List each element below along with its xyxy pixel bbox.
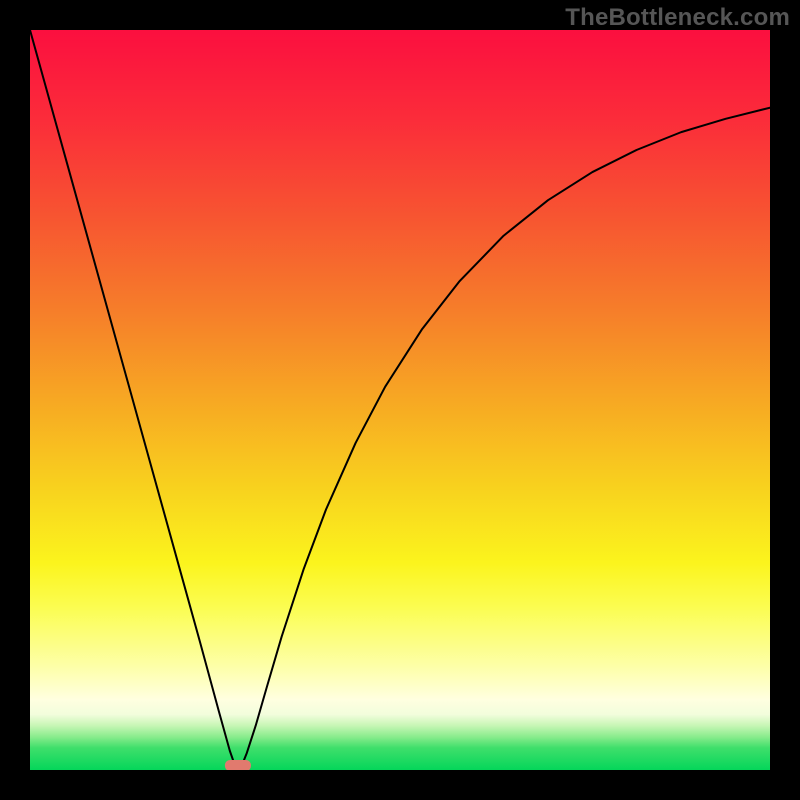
plot-area — [30, 30, 770, 770]
optimal-marker — [225, 760, 251, 770]
plot-svg — [30, 30, 770, 770]
chart-frame: TheBottleneck.com — [0, 0, 800, 800]
watermark-text: TheBottleneck.com — [565, 4, 790, 32]
